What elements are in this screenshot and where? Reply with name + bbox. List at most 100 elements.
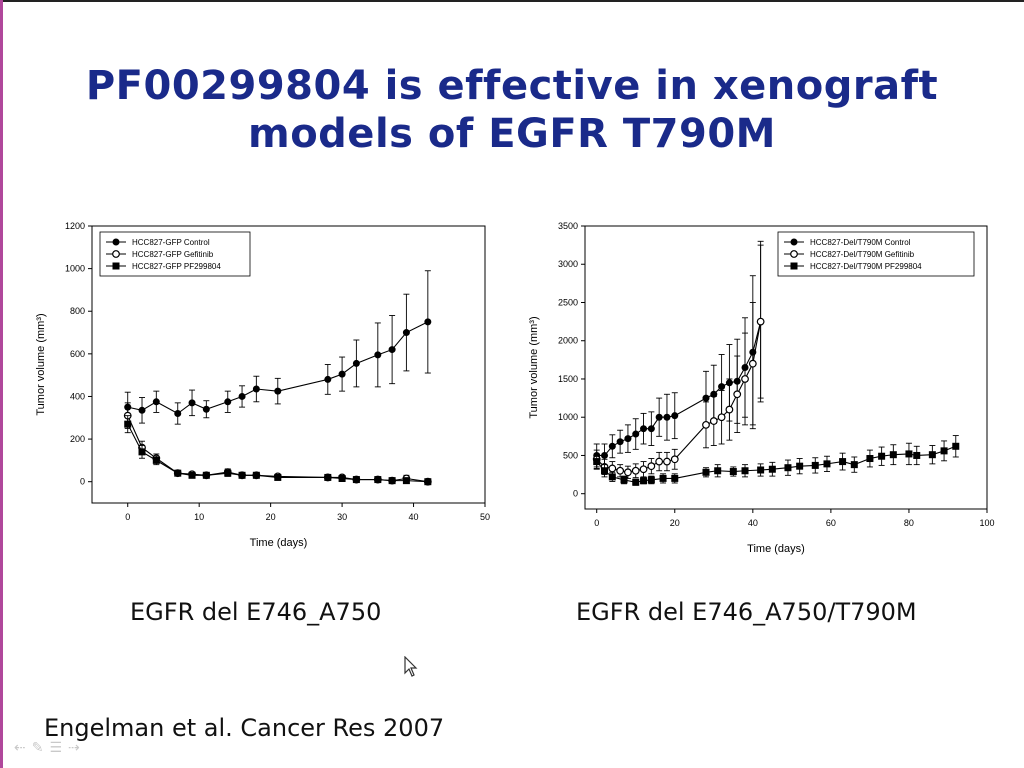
data-point (866, 455, 874, 463)
y-tick-label: 0 (80, 477, 85, 487)
legend-marker (112, 238, 120, 246)
data-point (823, 460, 831, 468)
series-3 (124, 415, 432, 486)
legend-marker (112, 262, 120, 270)
legend-marker (790, 262, 798, 270)
x-tick-label: 40 (409, 512, 419, 522)
data-point (138, 448, 146, 456)
x-tick-label: 30 (337, 512, 347, 522)
chart-svg: 0 500 1000 1500 2000 2500 3000 3500 0 20 40 60 80 100… (528, 221, 995, 555)
x-tick-label: 0 (125, 512, 130, 522)
x-tick-label: 100 (979, 518, 994, 528)
data-point (252, 471, 260, 479)
legend-label: HCC827-Del/T790M Control (810, 238, 911, 247)
data-point (608, 473, 616, 481)
data-point (174, 410, 182, 418)
data-point (402, 329, 410, 337)
data-point (601, 451, 609, 459)
data-point (811, 461, 819, 469)
data-point (671, 474, 679, 482)
x-tick-label: 40 (748, 518, 758, 528)
y-axis-label: Tumor volume (mm³) (35, 313, 47, 415)
data-point (647, 476, 655, 484)
data-point (748, 359, 757, 368)
data-point (741, 467, 749, 475)
data-point (238, 471, 246, 479)
y-tick-label: 1000 (65, 264, 85, 274)
y-tick-label: 1000 (558, 412, 578, 422)
plot-frame (584, 225, 988, 510)
x-axis-label: Time (days) (747, 543, 805, 555)
y-tick-label: 0 (573, 489, 578, 499)
data-point (940, 447, 948, 455)
legend-label: HCC827-GFP Gefitinib (132, 250, 214, 259)
data-point (729, 468, 737, 476)
legend-box (777, 231, 975, 277)
data-point (702, 394, 710, 402)
data-point (174, 469, 182, 477)
data-point (757, 466, 765, 474)
title-line-1: PF00299804 is effective in xenograft (85, 63, 939, 109)
data-point (647, 425, 655, 433)
data-point (202, 471, 210, 479)
title-line-2: models of EGFR T790M (248, 111, 776, 157)
data-point (374, 351, 382, 359)
data-point (608, 442, 616, 450)
data-point (352, 476, 360, 484)
mouse-cursor-icon (404, 655, 418, 682)
y-tick-label: 1200 (65, 221, 85, 231)
data-point (188, 471, 196, 479)
data-point (889, 451, 897, 459)
data-point (663, 413, 671, 421)
y-tick-label: 500 (563, 450, 578, 460)
data-point (733, 390, 742, 399)
y-tick-label: 3500 (558, 221, 578, 231)
data-point (710, 390, 718, 398)
y-tick-label: 1500 (558, 374, 578, 384)
data-point (402, 477, 410, 485)
caption-right: EGFR del E746_A750/T790M (576, 598, 917, 626)
data-point (768, 465, 776, 473)
series-1 (593, 240, 765, 468)
citation: Engelman et al. Cancer Res 2007 (44, 714, 445, 742)
data-point (632, 430, 640, 438)
data-point (640, 425, 648, 433)
data-point (647, 462, 656, 471)
x-tick-label: 80 (904, 518, 914, 528)
data-point (352, 359, 360, 367)
data-point (725, 405, 734, 414)
x-tick-label: 20 (266, 512, 276, 522)
legend-label: HCC827-GFP Control (132, 238, 210, 247)
data-point (839, 458, 847, 466)
data-point (624, 468, 632, 477)
arrow-right-icon[interactable]: ⇢ (68, 740, 80, 756)
series-line (127, 415, 428, 483)
legend-marker (790, 250, 798, 258)
series-2 (592, 244, 765, 479)
data-point (718, 383, 726, 391)
slide-nav-bar[interactable]: ⇠ ✎ ☰ ⇢ (14, 740, 80, 756)
data-point (640, 477, 648, 485)
data-point (659, 474, 667, 482)
data-point (952, 442, 960, 450)
pen-icon[interactable]: ✎ (31, 740, 44, 756)
caption-left: EGFR del E746_A750 (130, 598, 382, 626)
data-point (224, 469, 232, 477)
chart-svg: 0 200 400 600 800 1000 1200 0 10 20 30 40 50 Time (da… (35, 221, 490, 549)
data-point (152, 398, 160, 406)
data-point (655, 457, 664, 466)
menu-icon[interactable]: ☰ (49, 740, 63, 756)
legend-label: HCC827-GFP PF299804 (132, 262, 221, 271)
data-point (671, 412, 679, 420)
data-point (374, 476, 382, 484)
data-point (670, 455, 679, 464)
arrow-left-icon[interactable]: ⇠ (14, 740, 26, 756)
data-point (709, 417, 718, 425)
data-point (850, 461, 858, 469)
data-point (388, 477, 396, 485)
x-tick-label: 60 (826, 518, 836, 528)
x-tick-label: 20 (670, 518, 680, 528)
data-point (655, 413, 663, 421)
data-point (784, 464, 792, 472)
data-point (878, 452, 886, 460)
